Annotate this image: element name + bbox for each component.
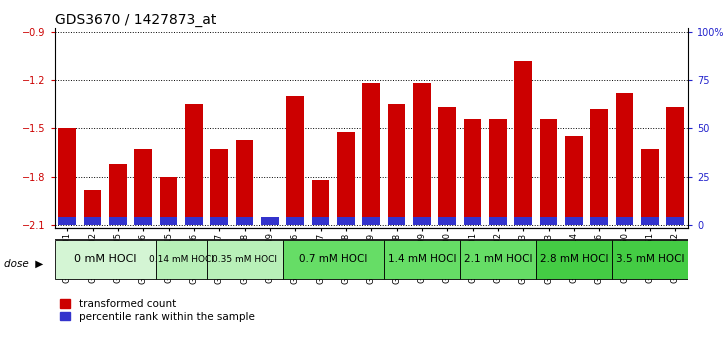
Bar — [464, 217, 481, 225]
Bar — [337, 132, 355, 225]
Bar — [135, 217, 152, 225]
Bar — [58, 217, 76, 225]
Bar — [135, 149, 152, 225]
Bar — [312, 217, 330, 225]
Bar — [261, 217, 279, 225]
Text: 2.8 mM HOCl: 2.8 mM HOCl — [539, 254, 608, 264]
Bar — [156, 240, 207, 279]
Text: GDS3670 / 1427873_at: GDS3670 / 1427873_at — [55, 13, 216, 27]
Bar — [84, 217, 101, 225]
Bar — [55, 240, 156, 279]
Bar — [616, 217, 633, 225]
Bar — [413, 83, 431, 225]
Text: 3.5 mM HOCl: 3.5 mM HOCl — [616, 254, 684, 264]
Bar — [207, 240, 282, 279]
Bar — [612, 240, 688, 279]
Bar — [236, 139, 253, 225]
Bar — [84, 190, 101, 225]
Bar — [210, 149, 228, 225]
Bar — [109, 164, 127, 225]
Bar — [312, 180, 330, 225]
Bar — [590, 109, 608, 225]
Bar — [337, 217, 355, 225]
Bar — [666, 107, 684, 225]
Text: 1.4 mM HOCl: 1.4 mM HOCl — [388, 254, 456, 264]
Bar — [641, 149, 659, 225]
Bar — [464, 119, 481, 225]
Bar — [109, 217, 127, 225]
Text: 0.14 mM HOCl: 0.14 mM HOCl — [149, 255, 214, 264]
Bar — [413, 217, 431, 225]
Bar — [515, 217, 532, 225]
Bar — [489, 119, 507, 225]
Text: 0.7 mM HOCl: 0.7 mM HOCl — [299, 254, 368, 264]
Bar — [384, 240, 460, 279]
Bar — [58, 128, 76, 225]
Bar — [641, 217, 659, 225]
Bar — [185, 104, 203, 225]
Bar — [185, 217, 203, 225]
Legend: transformed count, percentile rank within the sample: transformed count, percentile rank withi… — [60, 299, 254, 322]
Bar — [286, 96, 304, 225]
Bar — [286, 217, 304, 225]
Text: 0.35 mM HOCl: 0.35 mM HOCl — [212, 255, 277, 264]
Bar — [438, 107, 456, 225]
Bar — [438, 217, 456, 225]
Bar — [210, 217, 228, 225]
Bar — [282, 240, 384, 279]
Bar — [539, 217, 558, 225]
Bar — [666, 217, 684, 225]
Text: 2.1 mM HOCl: 2.1 mM HOCl — [464, 254, 532, 264]
Bar — [388, 104, 405, 225]
Bar — [565, 136, 583, 225]
Bar — [489, 217, 507, 225]
Bar — [159, 177, 178, 225]
Bar — [363, 217, 380, 225]
Bar — [536, 240, 612, 279]
Bar — [236, 217, 253, 225]
Bar — [460, 240, 536, 279]
Bar — [159, 217, 178, 225]
Bar — [565, 217, 583, 225]
Bar — [515, 61, 532, 225]
Text: dose  ▶: dose ▶ — [4, 259, 43, 269]
Bar — [590, 217, 608, 225]
Bar — [616, 93, 633, 225]
Text: 0 mM HOCl: 0 mM HOCl — [74, 254, 137, 264]
Bar — [261, 220, 279, 225]
Bar — [388, 217, 405, 225]
Bar — [363, 83, 380, 225]
Bar — [539, 119, 558, 225]
